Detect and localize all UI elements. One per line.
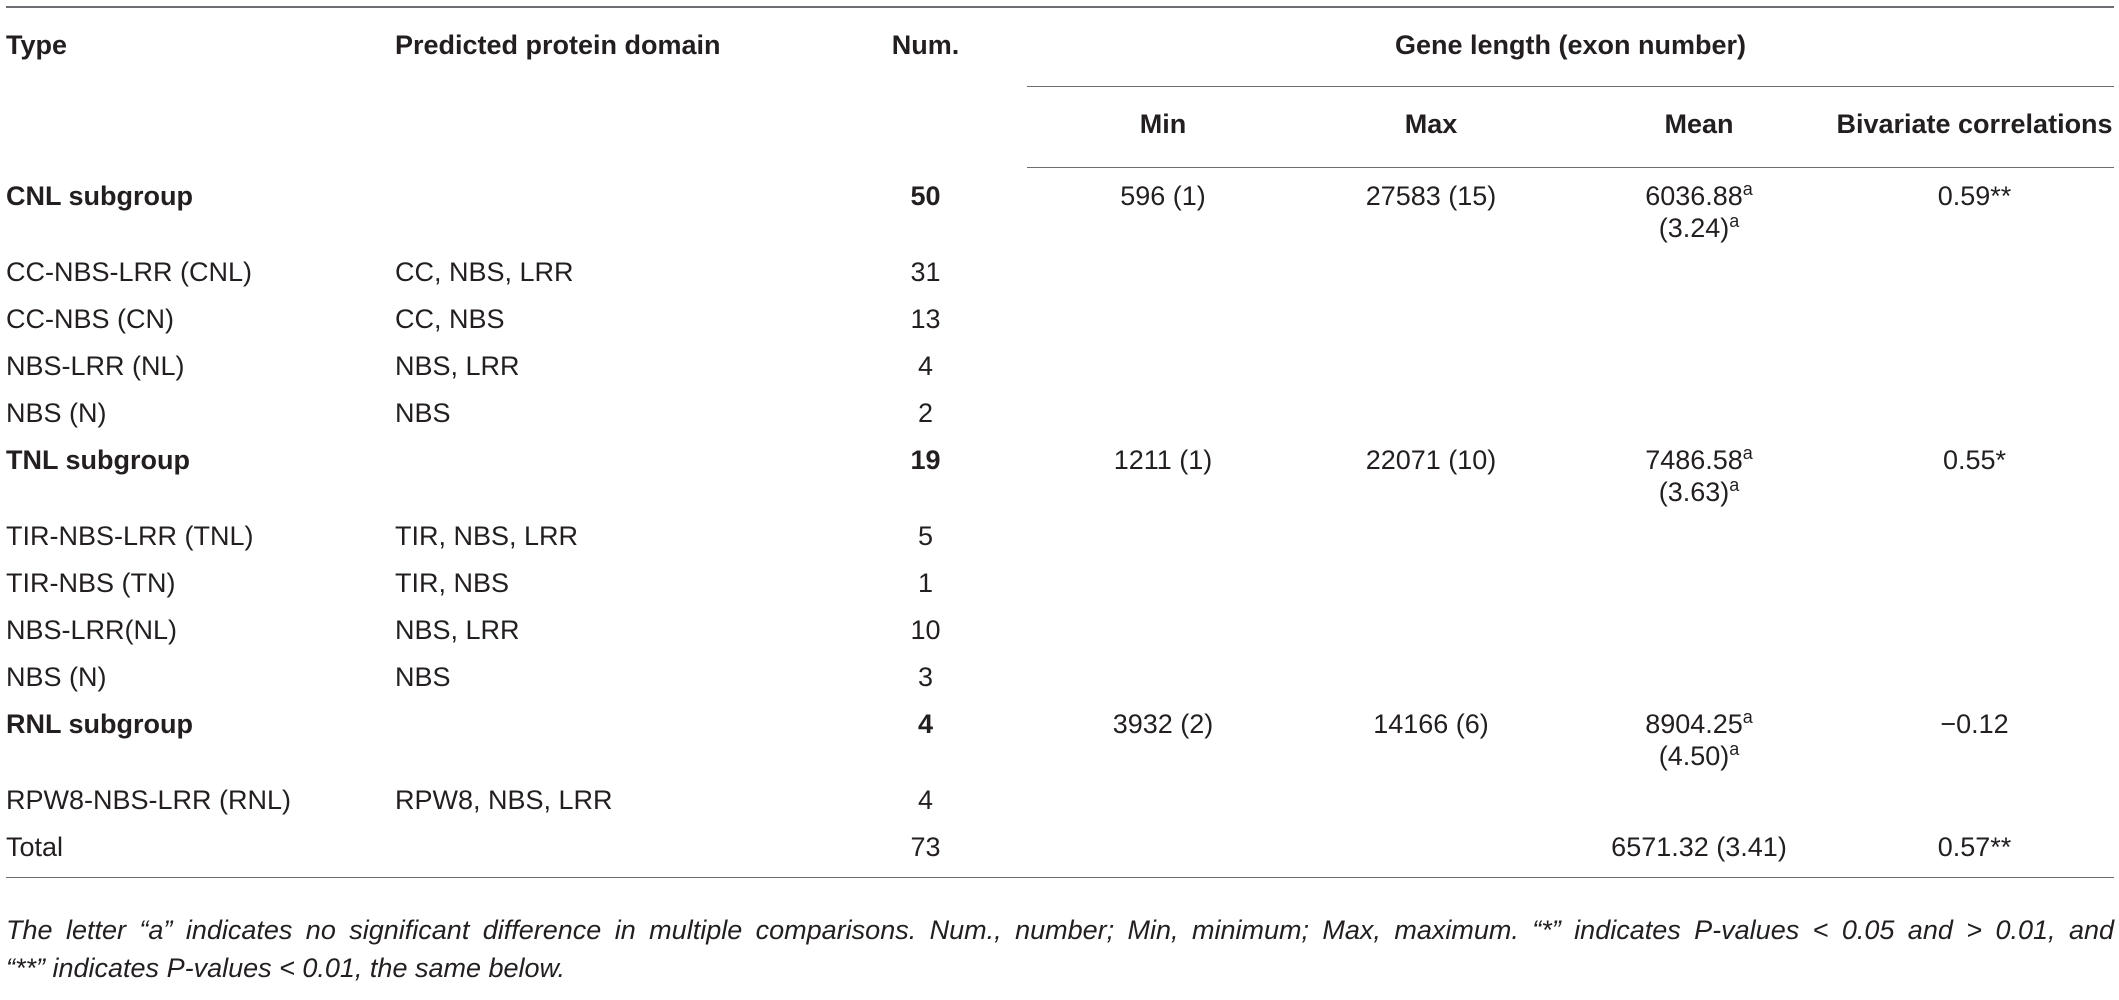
cell-num: 73 (824, 831, 1027, 878)
cell-num: 1 (917, 568, 934, 598)
cell-num: 5 (917, 521, 934, 551)
cell-type: NBS-LRR(NL) (6, 615, 178, 645)
footnote-line-2: “**” indicates P-values < 0.01, the same… (6, 953, 566, 983)
cell-domain: TIR, NBS (395, 568, 510, 598)
cell-domain: TIR, NBS, LRR (395, 521, 579, 551)
table-row: NBS-LRR (NL) NBS, LRR 4 (6, 350, 2114, 397)
cell-type: TIR-NBS (TN) (6, 568, 176, 598)
cell-type: CC-NBS (CN) (6, 304, 174, 334)
header-row-1: Type Predicted protein domain Num. Gene … (6, 7, 2115, 87)
cell-domain: RPW8, NBS, LRR (395, 785, 613, 815)
cell-domain (395, 168, 824, 257)
header-domain: Predicted protein domain (395, 30, 721, 60)
cell-type: TIR-NBS-LRR (TNL) (6, 521, 254, 551)
cell-type: NBS (N) (6, 662, 107, 692)
cell-domain: NBS (395, 398, 451, 428)
cell-max: 22071 (10) (1365, 445, 1497, 475)
cell-mean: 7486.58a (3.63)a (1645, 443, 1753, 507)
table-row: TIR-NBS (TN) TIR, NBS 1 (6, 567, 2114, 614)
cell-max: 27583 (15) (1365, 181, 1497, 211)
cell-domain: CC, NBS (395, 304, 505, 334)
cell-mean: 8904.25a (4.50)a (1645, 707, 1753, 771)
cell-num: 3 (917, 662, 934, 692)
cell-num: 4 (917, 785, 934, 815)
header-mean: Mean (1563, 86, 1835, 168)
table-row: NBS (N) NBS 2 (6, 397, 2114, 444)
table-row: CC-NBS-LRR (CNL) CC, NBS, LRR 31 (6, 256, 2114, 303)
cell-mean: 6036.88a (3.24)a (1645, 179, 1753, 243)
cell-corr: −0.12 (1940, 709, 2009, 739)
table-row: RNL subgroup 4 3932 (2) 14166 (6) 8904.2… (6, 708, 2114, 784)
cell-type: NBS-LRR (NL) (6, 351, 185, 381)
cell-num: 10 (910, 615, 941, 645)
data-table: Type Predicted protein domain Num. Gene … (6, 6, 2115, 878)
cell-domain: NBS, LRR (395, 615, 520, 645)
cell-domain: NBS, LRR (395, 351, 520, 381)
cell-domain: CC, NBS, LRR (395, 257, 574, 287)
cell-type: NBS (N) (6, 398, 107, 428)
header-max: Max (1299, 86, 1563, 168)
cell-min: 1211 (1) (1113, 445, 1213, 475)
table-row: TIR-NBS-LRR (TNL) TIR, NBS, LRR 5 (6, 520, 2114, 567)
header-min: Min (1027, 86, 1299, 168)
cell-num: 13 (910, 304, 941, 334)
cell-type: CC-NBS-LRR (CNL) (6, 257, 253, 287)
cell-min: 596 (1) (1120, 181, 1206, 211)
table-footnote: The letter “a” indicates no significant … (6, 911, 2114, 987)
cell-mean: 6571.32 (3.41) (1563, 831, 1835, 878)
cell-domain (395, 708, 824, 784)
cell-max: 14166 (6) (1373, 709, 1489, 739)
cell-type: TNL subgroup (6, 445, 190, 475)
cell-type: RNL subgroup (6, 709, 193, 739)
cell-corr: 0.57** (1835, 831, 2115, 878)
cell-num: 19 (910, 445, 941, 475)
table-row: NBS (N) NBS 3 (6, 661, 2114, 708)
table-row: NBS-LRR(NL) NBS, LRR 10 (6, 614, 2114, 661)
header-type: Type (6, 30, 68, 60)
cell-type: CNL subgroup (6, 180, 193, 211)
table-row-total: Total 73 6571.32 (3.41) 0.57** (6, 831, 2115, 878)
footnote-line-1: The letter “a” indicates no significant … (6, 915, 2114, 945)
cell-num: 2 (917, 398, 934, 428)
header-row-2: Min Max Mean Bivariate correlations (6, 86, 2115, 168)
cell-min: 3932 (2) (1112, 709, 1214, 739)
table-row: TNL subgroup 19 1211 (1) 22071 (10) 7486… (6, 444, 2114, 520)
cell-num: 31 (910, 257, 941, 287)
cell-corr: 0.59** (1937, 181, 2012, 211)
cell-type: RPW8-NBS-LRR (RNL) (6, 785, 292, 815)
table-row: RPW8-NBS-LRR (RNL) RPW8, NBS, LRR 4 (6, 784, 2114, 831)
cell-num: 4 (917, 709, 934, 739)
cell-corr: 0.55* (1942, 445, 2007, 475)
cell-num: 50 (910, 180, 941, 211)
cell-num: 4 (917, 351, 934, 381)
cell-type: Total (6, 831, 395, 878)
header-gene-length: Gene length (exon number) (1027, 7, 2115, 87)
header-corr: Bivariate correlations (1835, 86, 2115, 168)
cell-domain (395, 444, 824, 520)
cell-domain: NBS (395, 662, 451, 692)
table-row: CNL subgroup 50 596 (1) 27583 (15) 6036.… (6, 168, 2114, 257)
cell-domain (395, 831, 824, 878)
header-num: Num. (891, 30, 960, 60)
table-row: CC-NBS (CN) CC, NBS 13 (6, 303, 2114, 350)
